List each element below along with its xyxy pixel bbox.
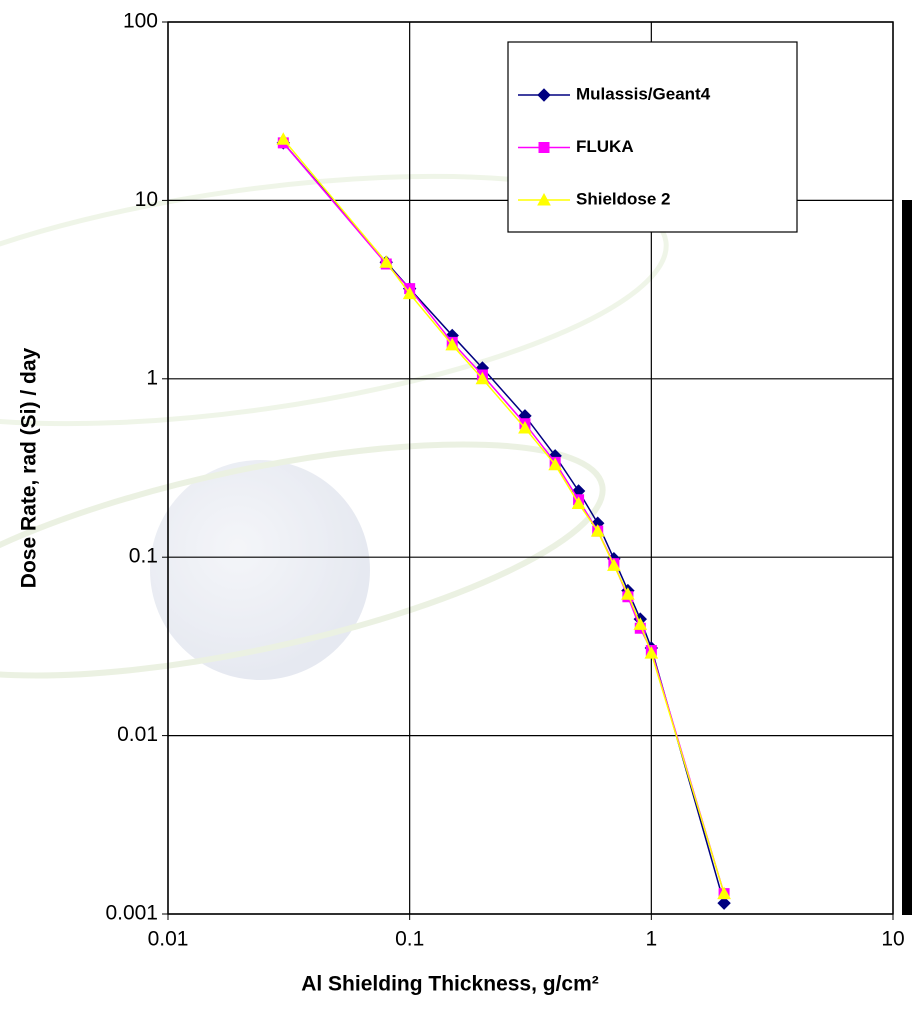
y-tick-label: 0.01 (117, 723, 158, 746)
plot-frame (167, 21, 894, 915)
x-tick-label: 10 (881, 928, 904, 951)
marker (633, 617, 648, 630)
legend-label: Mulassis/Geant4 (576, 84, 711, 103)
marker (717, 896, 731, 910)
marker (537, 192, 551, 206)
marker (379, 255, 394, 268)
y-tick-label: 0.1 (129, 545, 158, 568)
x-tick-label: 0.1 (395, 928, 424, 951)
background-decoration (0, 173, 669, 680)
marker (590, 524, 605, 537)
marker (276, 132, 291, 145)
marker (445, 337, 460, 351)
y-axis-label: Dose Rate, rad (Si) / day (18, 347, 41, 588)
marker (607, 558, 621, 571)
legend-label: Shieldose 2 (576, 189, 670, 208)
marker (475, 371, 490, 385)
x-axis-label: Al Shielding Thickness, g/cm² (301, 973, 599, 996)
marker (518, 420, 532, 434)
y-tick-label: 100 (123, 10, 158, 33)
y-tick-label: 0.001 (105, 902, 158, 925)
series-line (282, 138, 725, 894)
y-tick-label: 10 (135, 188, 158, 211)
marker (537, 88, 551, 102)
marker (717, 886, 731, 900)
legend-label: FLUKA (576, 137, 634, 156)
y-tick-label: 1 (146, 366, 158, 389)
side-bar (902, 200, 912, 915)
marker (571, 496, 586, 509)
marker (538, 142, 550, 153)
marker (644, 646, 659, 659)
x-tick-label: 0.01 (148, 928, 189, 951)
marker (548, 457, 563, 471)
marker (621, 587, 635, 600)
marker (402, 286, 417, 300)
x-tick-label: 1 (645, 928, 657, 951)
